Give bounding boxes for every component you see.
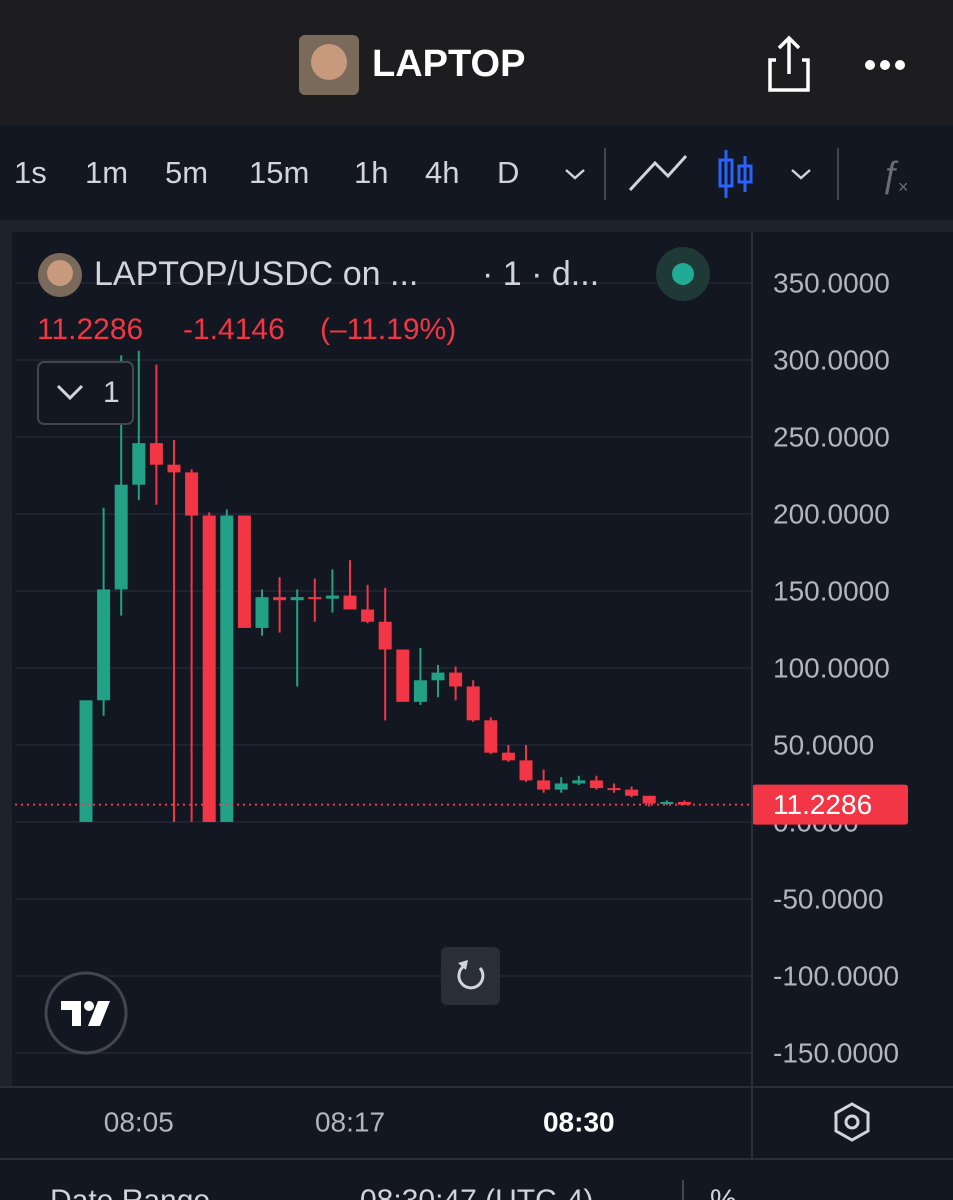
- y-tick-label: -50.0000: [773, 883, 884, 914]
- line-chart-button[interactable]: [628, 154, 688, 192]
- candle-body: [642, 795, 656, 804]
- candle-body: [202, 515, 216, 822]
- tv-logo-dot: [84, 1001, 94, 1011]
- y-tick-label: 250.0000: [773, 421, 890, 452]
- candle-body: [378, 621, 392, 650]
- candle-body: [431, 672, 445, 681]
- candle-body: [484, 720, 498, 753]
- candle-body: [79, 700, 93, 822]
- interval-button[interactable]: 1s: [14, 155, 47, 190]
- app-title: LAPTOP: [372, 43, 525, 85]
- reset-button[interactable]: [441, 947, 500, 1005]
- settings-button[interactable]: [834, 1102, 870, 1142]
- y-tick-label: -100.0000: [773, 960, 899, 991]
- settings-center: [844, 1114, 860, 1130]
- candle-body: [449, 672, 463, 687]
- reset-arrow: [458, 960, 468, 970]
- candle-body: [537, 780, 551, 790]
- interval-button[interactable]: D: [497, 155, 519, 190]
- footer-time: 08:30:47 (UTC-4): [360, 1184, 593, 1200]
- indicators-button[interactable]: ƒ: [880, 154, 900, 196]
- avatar-face: [311, 44, 347, 80]
- chart-type-dropdown[interactable]: [791, 169, 811, 180]
- status-dot: [672, 263, 694, 285]
- candle-body: [308, 597, 322, 600]
- last-price-badge: [752, 784, 908, 825]
- candle-body: [607, 788, 621, 791]
- candle-body: [114, 484, 128, 590]
- pane-count: 1: [103, 376, 120, 409]
- candle-body: [185, 472, 199, 516]
- interval-dropdown[interactable]: [565, 169, 585, 180]
- x-tick-label: 08:30: [543, 1106, 615, 1137]
- candle-body: [554, 783, 568, 790]
- y-tick-label: 100.0000: [773, 652, 890, 683]
- candle-body: [501, 752, 515, 761]
- candle-body: [167, 464, 181, 473]
- pane-chevron: [56, 384, 84, 401]
- candle-body: [572, 780, 586, 784]
- reset-icon: [457, 964, 485, 990]
- toolbar: 1s 1m 5m 15m 1h 4h D: [14, 155, 519, 190]
- legend-avatar-face: [47, 260, 73, 286]
- candle-body: [589, 780, 603, 789]
- candle-chart-button[interactable]: [718, 150, 753, 198]
- interval-button[interactable]: 1h: [354, 155, 388, 190]
- pane-toggle[interactable]: [37, 361, 134, 425]
- top-bar: [0, 0, 953, 125]
- candle-body: [325, 595, 339, 599]
- legend-change: -1.4146: [183, 313, 285, 346]
- percent-toggle[interactable]: %: [710, 1184, 737, 1200]
- candle-body: [237, 515, 251, 628]
- x-tick-label: 08:17: [315, 1106, 385, 1137]
- interval-button[interactable]: 4h: [425, 155, 459, 190]
- last-price-label: 11.2286: [773, 789, 872, 820]
- y-tick-label: -150.0000: [773, 1037, 899, 1068]
- legend-symbol: LAPTOP/USDC on ...: [94, 255, 418, 293]
- interval-button[interactable]: 1m: [85, 155, 128, 190]
- plot: -150.0000-100.0000-50.00000.000050.00001…: [15, 267, 908, 1068]
- y-tick-label: 350.0000: [773, 267, 890, 298]
- candle-body: [361, 609, 375, 622]
- candle-body: [396, 649, 410, 702]
- y-tick-label: 150.0000: [773, 575, 890, 606]
- candle-body: [149, 443, 163, 465]
- more-button[interactable]: [865, 60, 905, 70]
- indicators-x: ×: [898, 177, 909, 197]
- y-tick-label: 200.0000: [773, 498, 890, 529]
- y-tick-label: 50.0000: [773, 729, 874, 760]
- interval-button[interactable]: 15m: [249, 155, 309, 190]
- candle-body: [343, 595, 357, 610]
- candle-body: [255, 597, 269, 628]
- candle-body: [660, 801, 674, 804]
- share-button[interactable]: [768, 35, 810, 92]
- y-tick-label: 300.0000: [773, 344, 890, 375]
- candle-body: [290, 597, 304, 601]
- tv-logo-mark: [61, 1001, 110, 1026]
- legend-interval: · 1 · d...: [482, 255, 599, 293]
- divider: [0, 220, 953, 232]
- date-range[interactable]: Date Range: [50, 1184, 210, 1200]
- legend-price: 11.2286: [37, 313, 143, 346]
- x-tick-label: 08:05: [104, 1106, 174, 1137]
- candle-body: [273, 597, 287, 601]
- interval-button[interactable]: 5m: [165, 155, 208, 190]
- candle-body: [625, 789, 639, 796]
- candle-body: [132, 443, 146, 485]
- legend-change-pct: (–11.19%): [320, 313, 456, 346]
- side-divider: [0, 232, 12, 1100]
- time-axis: [0, 1087, 953, 1159]
- candle-body: [466, 686, 480, 721]
- tv-logo[interactable]: [44, 971, 128, 1055]
- candle-body: [413, 680, 427, 702]
- candle-body: [677, 801, 691, 805]
- candle-body: [220, 515, 234, 822]
- candle-body: [97, 589, 111, 701]
- candle-body: [519, 760, 533, 781]
